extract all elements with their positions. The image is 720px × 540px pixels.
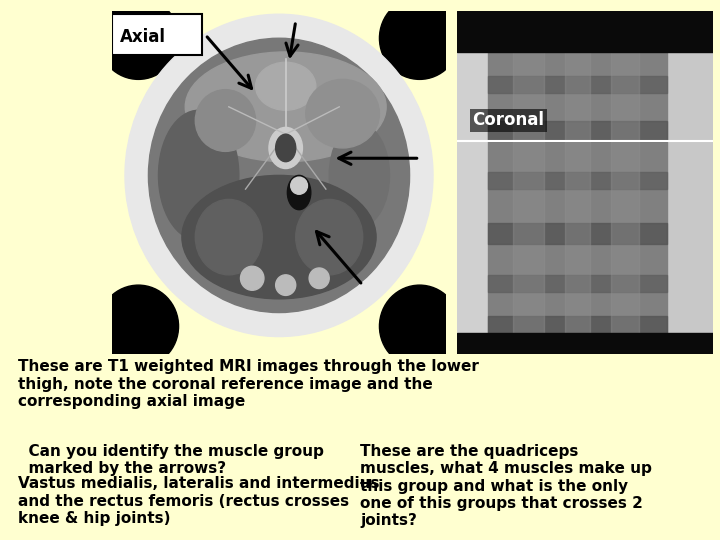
Circle shape — [291, 177, 307, 194]
Bar — [457, 333, 713, 354]
Ellipse shape — [195, 199, 262, 275]
Ellipse shape — [296, 199, 363, 275]
Bar — [488, 120, 667, 141]
Circle shape — [98, 285, 179, 367]
Text: Can you identify the muscle group
  marked by the arrows?: Can you identify the muscle group marked… — [18, 444, 324, 476]
Bar — [457, 11, 713, 52]
Text: Axial: Axial — [120, 28, 166, 45]
Ellipse shape — [256, 62, 316, 110]
Circle shape — [379, 0, 460, 79]
Ellipse shape — [287, 176, 311, 210]
FancyBboxPatch shape — [112, 14, 202, 56]
Text: These are the quadriceps
muscles, what 4 muscles make up
this group and what is : These are the quadriceps muscles, what 4… — [360, 444, 652, 529]
Bar — [488, 11, 667, 354]
Ellipse shape — [269, 127, 302, 168]
Ellipse shape — [158, 110, 239, 240]
Circle shape — [309, 268, 329, 288]
Bar — [457, 11, 488, 354]
Circle shape — [240, 266, 264, 291]
Bar — [513, 11, 544, 354]
Circle shape — [379, 285, 460, 367]
Bar — [564, 11, 590, 354]
Ellipse shape — [329, 124, 390, 227]
Text: Coronal: Coronal — [472, 111, 544, 129]
Bar — [488, 224, 667, 244]
Ellipse shape — [306, 79, 379, 148]
Ellipse shape — [195, 90, 256, 151]
Ellipse shape — [185, 52, 386, 161]
Ellipse shape — [182, 176, 376, 299]
Text: Vastus medialis, lateralis and intermedius
and the rectus femoris (rectus crosse: Vastus medialis, lateralis and intermedi… — [18, 476, 379, 526]
Circle shape — [98, 0, 179, 79]
Ellipse shape — [125, 14, 433, 336]
Bar — [488, 76, 667, 93]
Bar — [611, 11, 639, 354]
Bar — [488, 275, 667, 292]
Ellipse shape — [276, 134, 296, 161]
Bar — [488, 316, 667, 336]
Circle shape — [276, 275, 296, 295]
Text: These are T1 weighted MRI images through the lower
thigh, note the coronal refer: These are T1 weighted MRI images through… — [18, 359, 479, 409]
Bar — [667, 11, 713, 354]
Bar — [488, 172, 667, 189]
Ellipse shape — [148, 38, 410, 313]
